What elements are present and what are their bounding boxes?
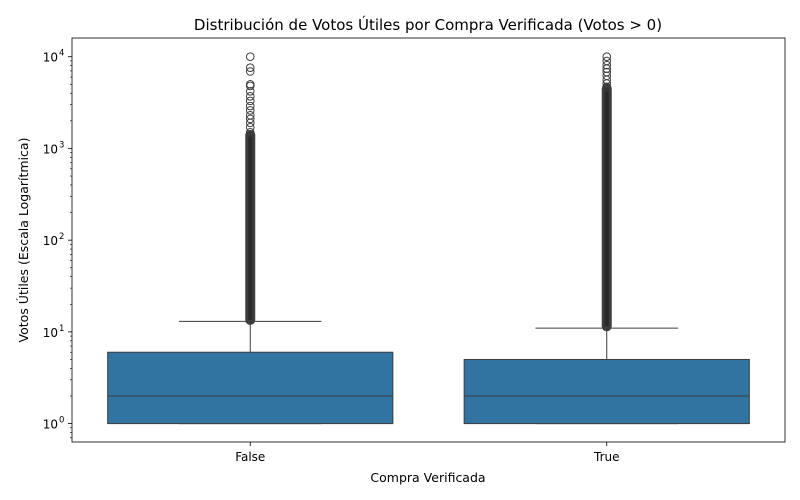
outlier-point <box>602 56 612 66</box>
outlier-point <box>245 52 255 62</box>
outlier-point <box>245 86 255 96</box>
box-group-false <box>107 52 394 425</box>
outlier-point <box>602 67 612 77</box>
plot-area <box>107 52 750 425</box>
box-group-true <box>463 52 750 425</box>
y-tick-exponent: 3 <box>59 140 64 150</box>
outlier-point <box>245 101 255 111</box>
plot-frame <box>71 37 786 443</box>
y-tick-label: 10 <box>43 326 58 340</box>
y-axis-label: Votos Útiles (Escala Logarítmica) <box>16 138 31 343</box>
outlier-point <box>602 60 612 70</box>
outlier-point <box>245 80 255 89</box>
y-tick-exponent: 1 <box>59 324 64 334</box>
box <box>107 351 394 425</box>
chart-title: Distribución de Votos Útiles por Compra … <box>194 15 662 34</box>
outlier-point <box>245 96 255 106</box>
outlier-point <box>245 127 255 137</box>
outlier-point <box>245 106 255 115</box>
x-axis-label: Compra Verificada <box>370 470 485 485</box>
box <box>463 358 750 425</box>
outlier-point <box>245 63 255 72</box>
outlier-point <box>245 123 255 132</box>
y-tick-label: 10 <box>43 51 58 65</box>
y-tick-label: 10 <box>43 234 58 248</box>
x-tick-label: False <box>235 450 265 464</box>
y-tick-exponent: 0 <box>59 416 64 426</box>
y-tick-exponent: 4 <box>59 49 64 59</box>
outlier-point <box>602 71 612 81</box>
outlier-point <box>245 92 255 101</box>
outlier-point <box>245 110 255 120</box>
outlier-point <box>245 67 255 76</box>
x-tick-label: True <box>593 450 620 464</box>
y-tick-label: 10 <box>43 142 58 156</box>
outlier-point <box>602 52 612 62</box>
outlier-point <box>602 82 612 92</box>
y-tick-label: 10 <box>43 418 58 432</box>
y-tick-exponent: 2 <box>59 232 64 242</box>
outlier-point <box>245 114 255 124</box>
